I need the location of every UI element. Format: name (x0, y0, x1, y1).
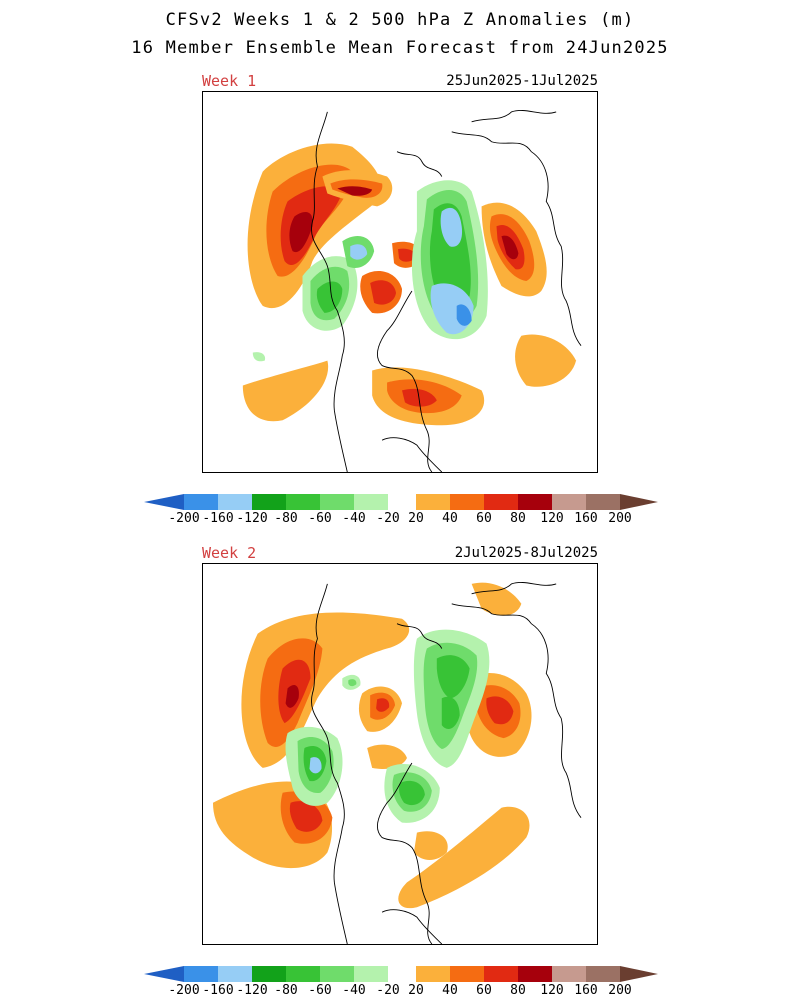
colorbar-tick-label: 200 (608, 983, 632, 998)
colorbar-tick-label: 20 (408, 511, 424, 526)
week2-positive-anomalies (212, 582, 532, 909)
colorbar-tick-label: -40 (342, 511, 366, 526)
colorbar-tick-label: -20 (376, 511, 400, 526)
colorbar-tick-label: -20 (376, 983, 400, 998)
week2-map-svg (212, 582, 582, 944)
colorbar-below-min (144, 494, 184, 510)
colorbar-tick-label: -120 (236, 983, 268, 998)
colorbar-tick-label: -60 (308, 511, 332, 526)
colorbar-tick-label: -120 (236, 511, 268, 526)
colorbar-tick-label: -200 (168, 511, 200, 526)
chart-title: CFSv2 Weeks 1 & 2 500 hPa Z Anomalies (m… (165, 10, 635, 30)
colorbar-below-min (144, 966, 184, 982)
week1-colorbar (144, 494, 658, 510)
week1-coastlines (311, 110, 582, 472)
colorbar-above-max (620, 494, 658, 510)
week2-colorbar (144, 966, 658, 982)
week1-colorbar-labels: -200 -160 -120 -80 -60 -40 -20 20 40 60 80 120 160 20… (0, 511, 800, 527)
week1-label: Week 1 (202, 72, 257, 90)
colorbar-tick-label: 80 (510, 511, 526, 526)
week1-map-svg (242, 110, 582, 472)
week1-negative-anomalies (252, 180, 488, 362)
colorbar-tick-label: 20 (408, 983, 424, 998)
week2-label: Week 2 (202, 544, 257, 562)
chart-subtitle: 16 Member Ensemble Mean Forecast from 24… (131, 38, 669, 58)
week2-colorbar-labels: -200 -160 -120 -80 -60 -40 -20 20 40 60 80 120 160 20… (0, 983, 800, 999)
colorbar-tick-label: 60 (476, 983, 492, 998)
week2-negative-anomalies (285, 629, 490, 823)
colorbar-tick-label: -160 (202, 511, 234, 526)
colorbar-above-max (620, 966, 658, 982)
colorbar-tick-label: 200 (608, 511, 632, 526)
week2-date-range: 2Jul2025-8Jul2025 (454, 545, 598, 561)
colorbar-tick-label: 80 (510, 983, 526, 998)
colorbar-tick-label: 40 (442, 983, 458, 998)
colorbar-tick-label: 120 (540, 511, 564, 526)
week1-positive-anomalies (242, 143, 577, 426)
colorbar-tick-label: -160 (202, 983, 234, 998)
colorbar-tick-label: -80 (274, 511, 298, 526)
week2-anomaly-map (202, 563, 598, 945)
week1-anomaly-map (202, 91, 598, 473)
colorbar-tick-label: 60 (476, 511, 492, 526)
colorbar-tick-label: -200 (168, 983, 200, 998)
colorbar-tick-label: -40 (342, 983, 366, 998)
colorbar-tick-label: 120 (540, 983, 564, 998)
colorbar-tick-label: -80 (274, 983, 298, 998)
colorbar-tick-label: 160 (574, 511, 598, 526)
colorbar-tick-label: -60 (308, 983, 332, 998)
week2-coastlines (311, 582, 582, 944)
colorbar-tick-label: 160 (574, 983, 598, 998)
week1-date-range: 25Jun2025-1Jul2025 (446, 73, 598, 89)
colorbar-tick-label: 40 (442, 511, 458, 526)
